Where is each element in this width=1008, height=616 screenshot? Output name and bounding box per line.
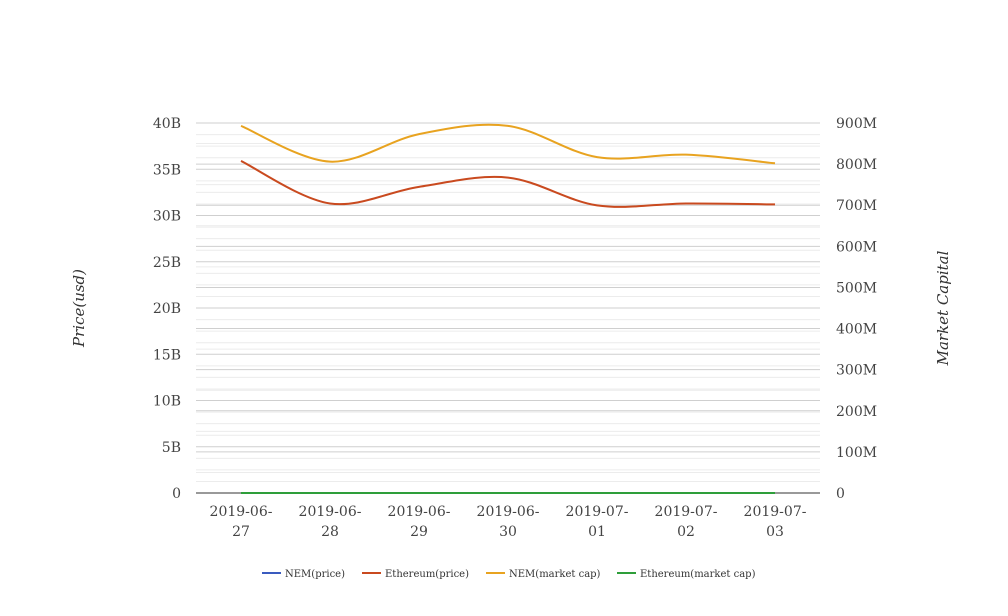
right-y-tick-label: 900M	[836, 116, 877, 132]
x-axis: 2019-06-27 2019-06-28 2019-06-29 2019-06-30…	[210, 504, 807, 540]
legend-item-ethereum-price[interactable]: Ethereum(price)	[362, 569, 469, 580]
right-y-tick-label: 400M	[836, 322, 877, 338]
right-y-tick-label: 700M	[836, 198, 877, 214]
legend-label: NEM(price)	[285, 569, 345, 580]
left-y-tick-label: 35B	[153, 162, 181, 178]
left-y-tick-label: 0	[172, 486, 181, 502]
x-tick-label: 2019-07-01	[566, 504, 629, 540]
right-y-axis: 0 100M 200M 300M 400M 500M 600M 700M 800M 900M	[836, 116, 877, 502]
grid	[196, 122, 820, 482]
legend: NEM(price) Ethereum(price) NEM(market cap)…	[262, 569, 756, 580]
left-y-tick-label: 10B	[153, 394, 181, 410]
left-y-tick-label: 25B	[153, 255, 181, 271]
right-y-tick-label: 100M	[836, 445, 877, 461]
legend-label: Ethereum(price)	[385, 569, 469, 580]
x-tick-label: 2019-06-27	[210, 504, 273, 540]
legend-item-ethereum-market-cap[interactable]: Ethereum(market cap)	[617, 569, 756, 580]
x-tick-label: 2019-06-28	[299, 504, 362, 540]
right-y-tick-label: 800M	[836, 157, 877, 173]
left-y-tick-label: 30B	[153, 209, 181, 225]
right-y-tick-label: 500M	[836, 280, 877, 296]
right-axis-title: Market Capital	[934, 250, 952, 366]
legend-label: NEM(market cap)	[509, 569, 601, 580]
right-y-tick-label: 300M	[836, 363, 877, 379]
series-lines	[240, 123, 776, 495]
x-tick-label: 2019-07-03	[744, 504, 807, 540]
x-tick-label: 2019-07-02	[655, 504, 718, 540]
x-tick-label: 2019-06-30	[477, 504, 540, 540]
legend-item-nem-price[interactable]: NEM(price)	[262, 569, 345, 580]
legend-label: Ethereum(market cap)	[640, 569, 756, 580]
left-y-tick-label: 15B	[153, 347, 181, 363]
series-line-ethereum-price	[240, 160, 776, 208]
left-y-tick-label: 20B	[153, 301, 181, 317]
series-line-nem-market-cap	[240, 123, 776, 165]
right-y-tick-label: 600M	[836, 239, 877, 255]
left-y-axis: 0 5B 10B 15B 20B 25B 30B 35B 40B	[153, 116, 181, 502]
legend-item-nem-market-cap[interactable]: NEM(market cap)	[486, 569, 601, 580]
right-y-tick-label: 200M	[836, 404, 877, 420]
left-axis-title: Price(usd)	[70, 269, 88, 348]
left-y-tick-label: 5B	[162, 440, 181, 456]
right-y-tick-label: 0	[836, 486, 845, 502]
x-tick-label: 2019-06-29	[388, 504, 451, 540]
left-y-tick-label: 40B	[153, 116, 181, 132]
